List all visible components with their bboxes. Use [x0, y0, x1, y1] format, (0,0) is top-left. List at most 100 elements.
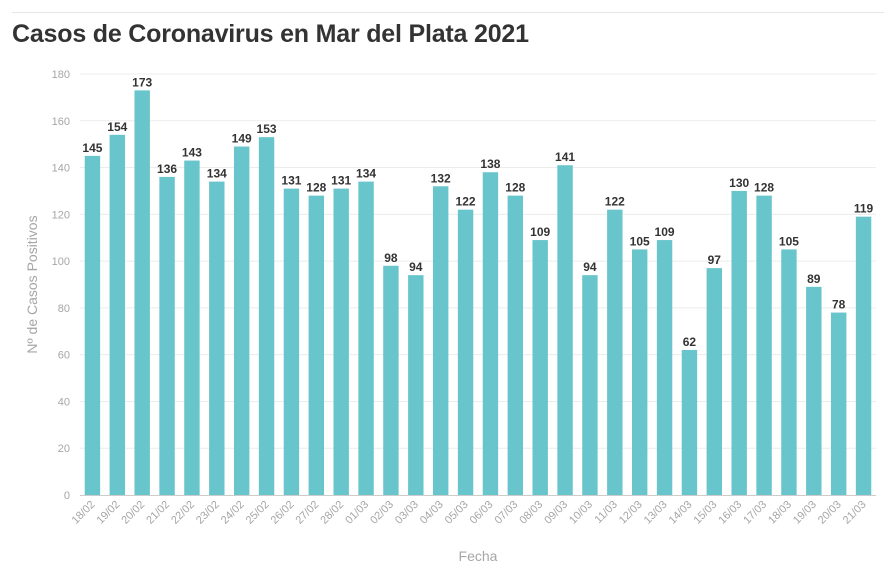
data-label: 173 — [132, 75, 152, 89]
y-tick-label: 80 — [58, 303, 70, 315]
data-label: 94 — [583, 260, 597, 274]
data-label: 78 — [832, 298, 846, 312]
data-label: 128 — [505, 181, 525, 195]
data-label: 62 — [683, 335, 697, 349]
x-tick-label: 19/02 — [94, 499, 122, 527]
top-divider — [12, 12, 884, 13]
bar — [184, 160, 200, 496]
bar — [408, 275, 424, 495]
data-label: 89 — [807, 272, 821, 286]
x-axis-title: Fecha — [459, 548, 498, 564]
data-label: 122 — [605, 195, 625, 209]
x-tick-label: 14/03 — [667, 499, 695, 527]
bar — [532, 240, 548, 495]
bar — [84, 155, 101, 495]
data-label: 109 — [655, 225, 675, 239]
data-label: 105 — [630, 234, 650, 248]
x-tick-label: 17/03 — [741, 499, 769, 527]
data-label: 119 — [854, 202, 874, 216]
bar — [806, 286, 822, 495]
x-axis-ticks: 18/0219/0220/0221/0222/0223/0224/0225/02… — [70, 499, 869, 527]
y-tick-label: 180 — [52, 69, 70, 81]
x-tick-label: 10/03 — [567, 499, 595, 527]
bar — [482, 172, 499, 495]
bar — [457, 209, 474, 495]
data-label: 143 — [182, 146, 202, 160]
x-tick-label: 03/03 — [393, 499, 421, 527]
x-tick-label: 28/02 — [318, 499, 346, 527]
y-tick-label: 120 — [52, 209, 70, 221]
bar — [756, 195, 772, 495]
data-label: 94 — [409, 260, 423, 274]
x-tick-label: 11/03 — [593, 499, 620, 526]
x-tick-label: 05/03 — [443, 499, 471, 527]
x-tick-label: 19/03 — [791, 499, 819, 527]
data-label: 136 — [157, 162, 177, 176]
y-tick-label: 140 — [52, 163, 70, 175]
x-tick-label: 25/02 — [244, 499, 272, 527]
y-tick-label: 160 — [52, 116, 70, 128]
data-label: 131 — [281, 174, 301, 188]
bar — [258, 137, 275, 495]
y-axis-ticks: 0 20 40 60 80 100 120 140 160 180 — [52, 69, 70, 502]
y-tick-label: 0 — [64, 490, 70, 502]
y-tick-label: 100 — [52, 256, 70, 268]
x-tick-label: 20/02 — [119, 499, 147, 527]
x-tick-label: 02/03 — [368, 499, 396, 527]
data-label: 97 — [708, 253, 722, 267]
bar — [781, 249, 797, 495]
x-tick-label: 23/02 — [194, 499, 222, 527]
bar — [830, 312, 847, 495]
chart-title: Casos de Coronavirus en Mar del Plata 20… — [12, 20, 529, 48]
x-tick-label: 01/03 — [343, 499, 371, 527]
x-tick-label: 15/03 — [691, 499, 719, 527]
data-label: 105 — [779, 234, 799, 248]
bar — [706, 268, 723, 495]
y-tick-label: 40 — [58, 396, 70, 408]
x-tick-label: 12/03 — [617, 499, 645, 527]
bars — [84, 90, 872, 496]
data-label: 138 — [480, 157, 500, 171]
data-label: 128 — [306, 181, 326, 195]
bar — [308, 195, 325, 495]
data-label: 122 — [456, 195, 476, 209]
x-tick-label: 04/03 — [418, 499, 446, 527]
bar — [681, 349, 698, 495]
bar — [432, 186, 449, 495]
bar — [607, 209, 623, 495]
y-axis-title: Nº de Casos Positivos — [24, 215, 40, 353]
bar — [109, 134, 126, 496]
data-label: 131 — [331, 174, 351, 188]
x-tick-label: 06/03 — [468, 499, 496, 527]
x-tick-label: 16/03 — [716, 499, 744, 527]
bar — [358, 181, 374, 496]
x-tick-label: 20/03 — [816, 499, 844, 527]
x-tick-label: 09/03 — [542, 499, 570, 527]
bar — [507, 195, 524, 495]
bar — [209, 181, 225, 496]
data-label: 132 — [431, 171, 451, 185]
data-label: 154 — [107, 120, 127, 134]
bar — [631, 249, 648, 495]
data-label: 145 — [82, 141, 102, 155]
bar — [582, 275, 598, 495]
bar — [159, 176, 175, 495]
x-tick-label: 21/03 — [841, 499, 869, 527]
data-label: 109 — [530, 225, 550, 239]
data-label: 128 — [754, 181, 774, 195]
data-labels: 145 154 173 136 143 134 149 153 131 128 131 134 98 94… — [82, 75, 873, 349]
x-tick-label: 18/03 — [766, 499, 794, 527]
x-tick-label: 07/03 — [492, 499, 520, 527]
y-tick-label: 60 — [58, 350, 70, 362]
x-tick-label: 26/02 — [269, 499, 297, 527]
data-label: 141 — [555, 150, 575, 164]
bar — [233, 146, 250, 495]
bar — [283, 188, 300, 495]
bar — [557, 165, 573, 495]
x-tick-label: 27/02 — [293, 499, 321, 527]
x-tick-label: 22/02 — [169, 499, 197, 527]
data-label: 153 — [257, 122, 277, 136]
x-tick-label: 13/03 — [642, 499, 670, 527]
data-label: 149 — [232, 132, 252, 146]
